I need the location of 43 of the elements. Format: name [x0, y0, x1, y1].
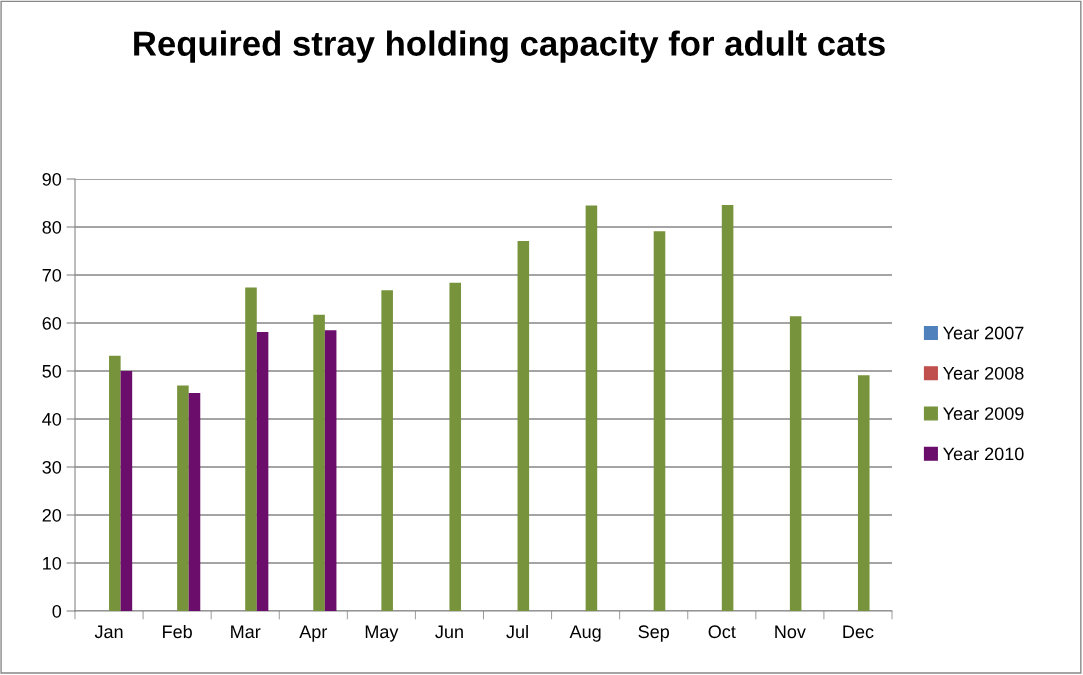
y-tick-label: 80 [42, 220, 62, 234]
bar [120, 371, 133, 611]
y-tick-label: 0 [52, 604, 62, 618]
x-tick-label: Oct [708, 625, 736, 639]
x-tick-label: Feb [163, 624, 192, 639]
legend-label: Year 2009 [943, 407, 1024, 420]
y-tick-label: 20 [42, 508, 62, 522]
bar [188, 393, 201, 611]
y-tick-label: 90 [42, 172, 62, 186]
y-tick-label: 70 [42, 268, 62, 282]
chart-title: Required stray holding capacity for adult cats [134, 30, 885, 63]
bar [653, 231, 666, 611]
bar [585, 205, 598, 611]
bar [245, 287, 257, 611]
y-tick-label: 10 [43, 556, 62, 570]
x-tick-label: Apr [299, 625, 328, 642]
bar [857, 375, 870, 611]
bar [381, 290, 393, 611]
bar [109, 355, 121, 611]
x-tick-label: May [365, 625, 399, 642]
bar [256, 332, 269, 611]
x-tick-label: Mar [231, 625, 261, 639]
bar [324, 330, 337, 611]
bar [721, 204, 734, 611]
legend-label: Year 2010 [943, 447, 1024, 461]
legend-label: Year 2008 [943, 366, 1024, 380]
bar [449, 282, 462, 611]
x-tick-label: Nov [775, 625, 806, 639]
x-tick-label: Aug [569, 625, 601, 642]
x-tick-label: Jul [506, 624, 528, 639]
x-tick-label: Jan [94, 625, 123, 639]
x-tick-label: Jun [435, 625, 463, 639]
y-tick-label: 50 [42, 364, 62, 378]
y-tick-label: 30 [42, 460, 62, 474]
y-tick-label: 60 [42, 316, 62, 330]
y-tick-label: 40 [42, 412, 62, 426]
bar [313, 314, 325, 611]
bar [517, 240, 530, 611]
legend-label: Year 2007 [943, 326, 1024, 340]
bar [789, 316, 802, 611]
bar [177, 385, 189, 611]
x-tick-label: Sep [638, 625, 670, 642]
x-tick-label: Dec [843, 625, 874, 639]
